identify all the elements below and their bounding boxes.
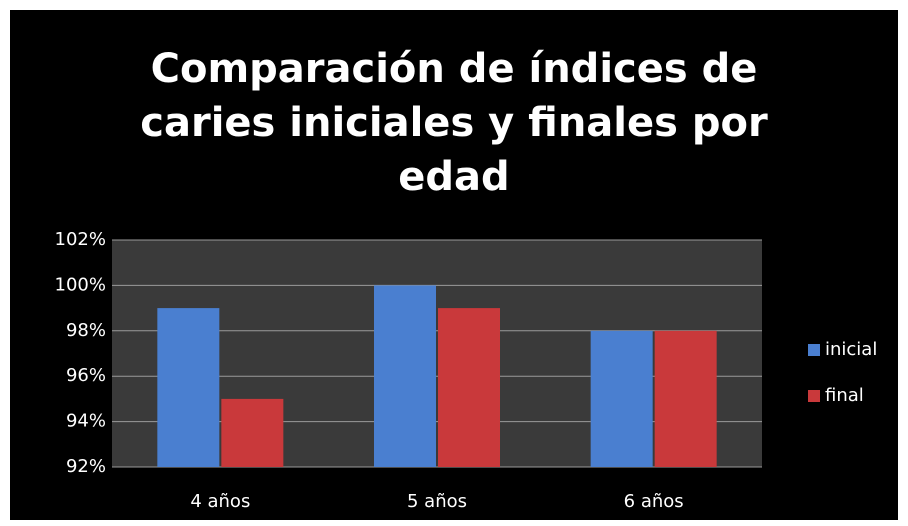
- bar: [438, 308, 500, 467]
- bar: [374, 285, 436, 467]
- y-tick-label: 92%: [66, 456, 106, 477]
- x-tick-label: 5 años: [407, 491, 467, 512]
- legend-label: final: [825, 385, 864, 406]
- y-tick-label: 102%: [55, 229, 106, 250]
- plot-area: [112, 240, 762, 467]
- legend-label: inicial: [825, 339, 877, 360]
- legend-swatch: [808, 390, 820, 402]
- y-tick-label: 96%: [66, 365, 106, 386]
- chart-title: Comparación de índices de caries inicial…: [140, 46, 768, 200]
- legend-swatch: [808, 344, 820, 356]
- bar: [590, 330, 653, 467]
- x-tick-label: 6 años: [624, 491, 684, 512]
- bar: [654, 330, 717, 467]
- x-tick-label: 4 años: [190, 491, 250, 512]
- y-tick-label: 100%: [55, 274, 106, 295]
- bar: [221, 398, 284, 467]
- y-tick-label: 94%: [66, 411, 106, 432]
- y-tick-label: 98%: [66, 320, 106, 341]
- bar: [157, 308, 220, 467]
